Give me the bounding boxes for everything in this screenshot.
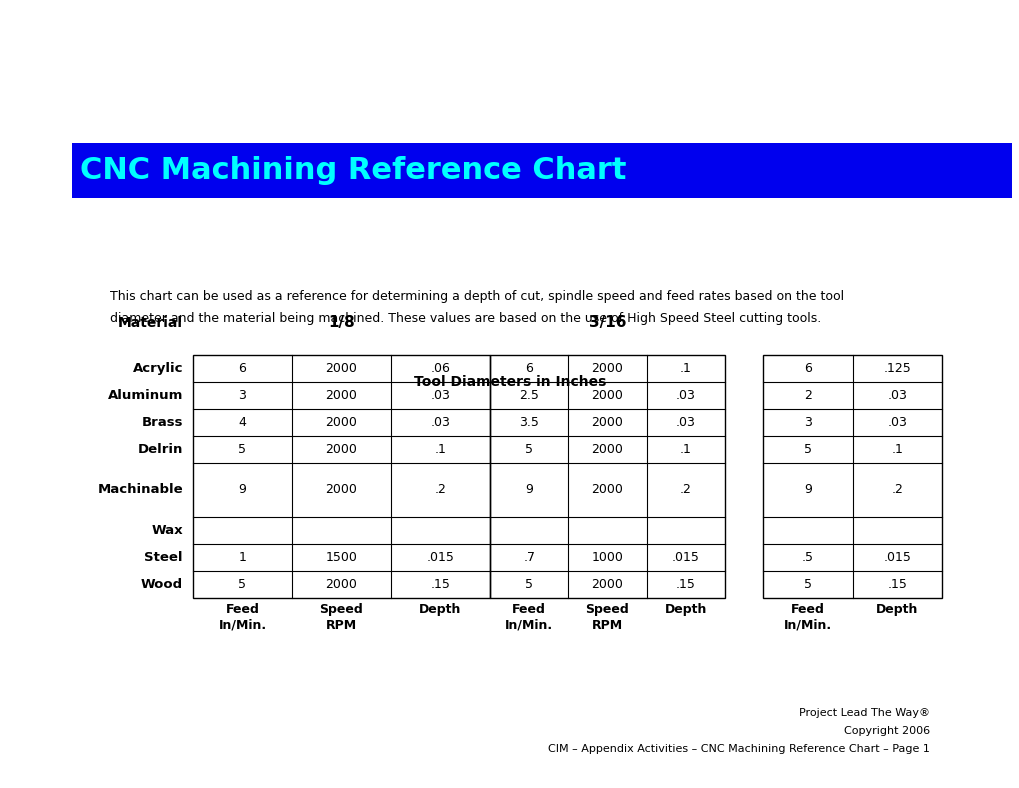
Text: 2000: 2000 [325, 443, 357, 456]
Text: Feed
In/Min.: Feed In/Min. [504, 603, 552, 632]
Text: Material: Material [118, 316, 182, 330]
Text: 9: 9 [238, 484, 247, 496]
Text: .03: .03 [887, 389, 906, 402]
Text: Depth: Depth [419, 603, 462, 616]
Text: .03: .03 [676, 389, 695, 402]
Text: diameter and the material being machined. These values are based on the use of H: diameter and the material being machined… [110, 312, 820, 325]
Text: 3: 3 [238, 389, 247, 402]
Text: 2000: 2000 [325, 484, 357, 496]
Text: 2000: 2000 [325, 578, 357, 591]
Text: 4: 4 [238, 416, 247, 429]
Text: 2000: 2000 [591, 362, 623, 375]
Text: Tool Diameters in Inches: Tool Diameters in Inches [414, 375, 605, 389]
Text: Speed
RPM: Speed RPM [585, 603, 629, 632]
Text: .03: .03 [430, 416, 450, 429]
Text: 2000: 2000 [591, 578, 623, 591]
Text: CNC Machining Reference Chart: CNC Machining Reference Chart [79, 156, 626, 185]
Text: 2000: 2000 [325, 416, 357, 429]
Text: 2000: 2000 [591, 416, 623, 429]
Text: 6: 6 [803, 362, 811, 375]
Text: .15: .15 [887, 578, 906, 591]
Text: .1: .1 [680, 443, 691, 456]
Text: .1: .1 [891, 443, 902, 456]
Text: .03: .03 [430, 389, 450, 402]
Text: Acrylic: Acrylic [132, 362, 182, 375]
Text: 5: 5 [525, 443, 533, 456]
Text: 1000: 1000 [591, 551, 623, 564]
Text: Feed
In/Min.: Feed In/Min. [218, 603, 266, 632]
Text: 2000: 2000 [325, 389, 357, 402]
Text: Delrin: Delrin [138, 443, 182, 456]
Text: 3/16: 3/16 [588, 315, 626, 330]
Text: Speed
RPM: Speed RPM [319, 603, 363, 632]
Text: 5: 5 [803, 578, 811, 591]
Text: 6: 6 [525, 362, 533, 375]
Text: .7: .7 [523, 551, 535, 564]
Text: .15: .15 [430, 578, 450, 591]
Text: Depth: Depth [664, 603, 706, 616]
Text: Wood: Wood [141, 578, 182, 591]
Text: Brass: Brass [142, 416, 182, 429]
Text: Steel: Steel [145, 551, 182, 564]
Text: Project Lead The Way®: Project Lead The Way® [798, 708, 929, 718]
Text: .015: .015 [672, 551, 699, 564]
Text: .1: .1 [680, 362, 691, 375]
Text: 3.5: 3.5 [519, 416, 539, 429]
Text: Feed
In/Min.: Feed In/Min. [783, 603, 832, 632]
Text: 1: 1 [238, 551, 247, 564]
Text: .2: .2 [434, 484, 446, 496]
Text: This chart can be used as a reference for determining a depth of cut, spindle sp: This chart can be used as a reference fo… [110, 290, 844, 303]
Text: 2000: 2000 [591, 484, 623, 496]
Text: 2000: 2000 [591, 443, 623, 456]
Text: Copyright 2006: Copyright 2006 [843, 726, 929, 736]
Text: 5: 5 [238, 578, 247, 591]
Text: 3: 3 [803, 416, 811, 429]
Text: .06: .06 [430, 362, 450, 375]
Text: .2: .2 [680, 484, 691, 496]
Text: Aluminum: Aluminum [108, 389, 182, 402]
Text: 1/8: 1/8 [328, 315, 355, 330]
Text: .1: .1 [434, 443, 446, 456]
Text: 1500: 1500 [325, 551, 357, 564]
Text: .03: .03 [676, 416, 695, 429]
Text: 9: 9 [803, 484, 811, 496]
Text: .015: .015 [426, 551, 454, 564]
Text: 6: 6 [238, 362, 247, 375]
Text: Depth: Depth [875, 603, 917, 616]
Text: 9: 9 [525, 484, 533, 496]
Bar [193, 355, 489, 598]
Text: .03: .03 [887, 416, 906, 429]
Text: .5: .5 [801, 551, 813, 564]
Text: 5: 5 [525, 578, 533, 591]
Text: .015: .015 [882, 551, 910, 564]
Text: 5: 5 [803, 443, 811, 456]
Text: .125: .125 [882, 362, 910, 375]
Bar [489, 355, 725, 598]
Text: CIM – Appendix Activities – CNC Machining Reference Chart – Page 1: CIM – Appendix Activities – CNC Machinin… [547, 744, 929, 754]
Text: 2: 2 [803, 389, 811, 402]
Bar [72, 143, 1011, 198]
Text: 2000: 2000 [325, 362, 357, 375]
Text: .15: .15 [676, 578, 695, 591]
Text: .2: .2 [891, 484, 902, 496]
Bar [762, 355, 942, 598]
Text: Wax: Wax [151, 524, 182, 537]
Text: 2000: 2000 [591, 389, 623, 402]
Text: 5: 5 [238, 443, 247, 456]
Text: Machinable: Machinable [97, 484, 182, 496]
Text: 2.5: 2.5 [519, 389, 539, 402]
